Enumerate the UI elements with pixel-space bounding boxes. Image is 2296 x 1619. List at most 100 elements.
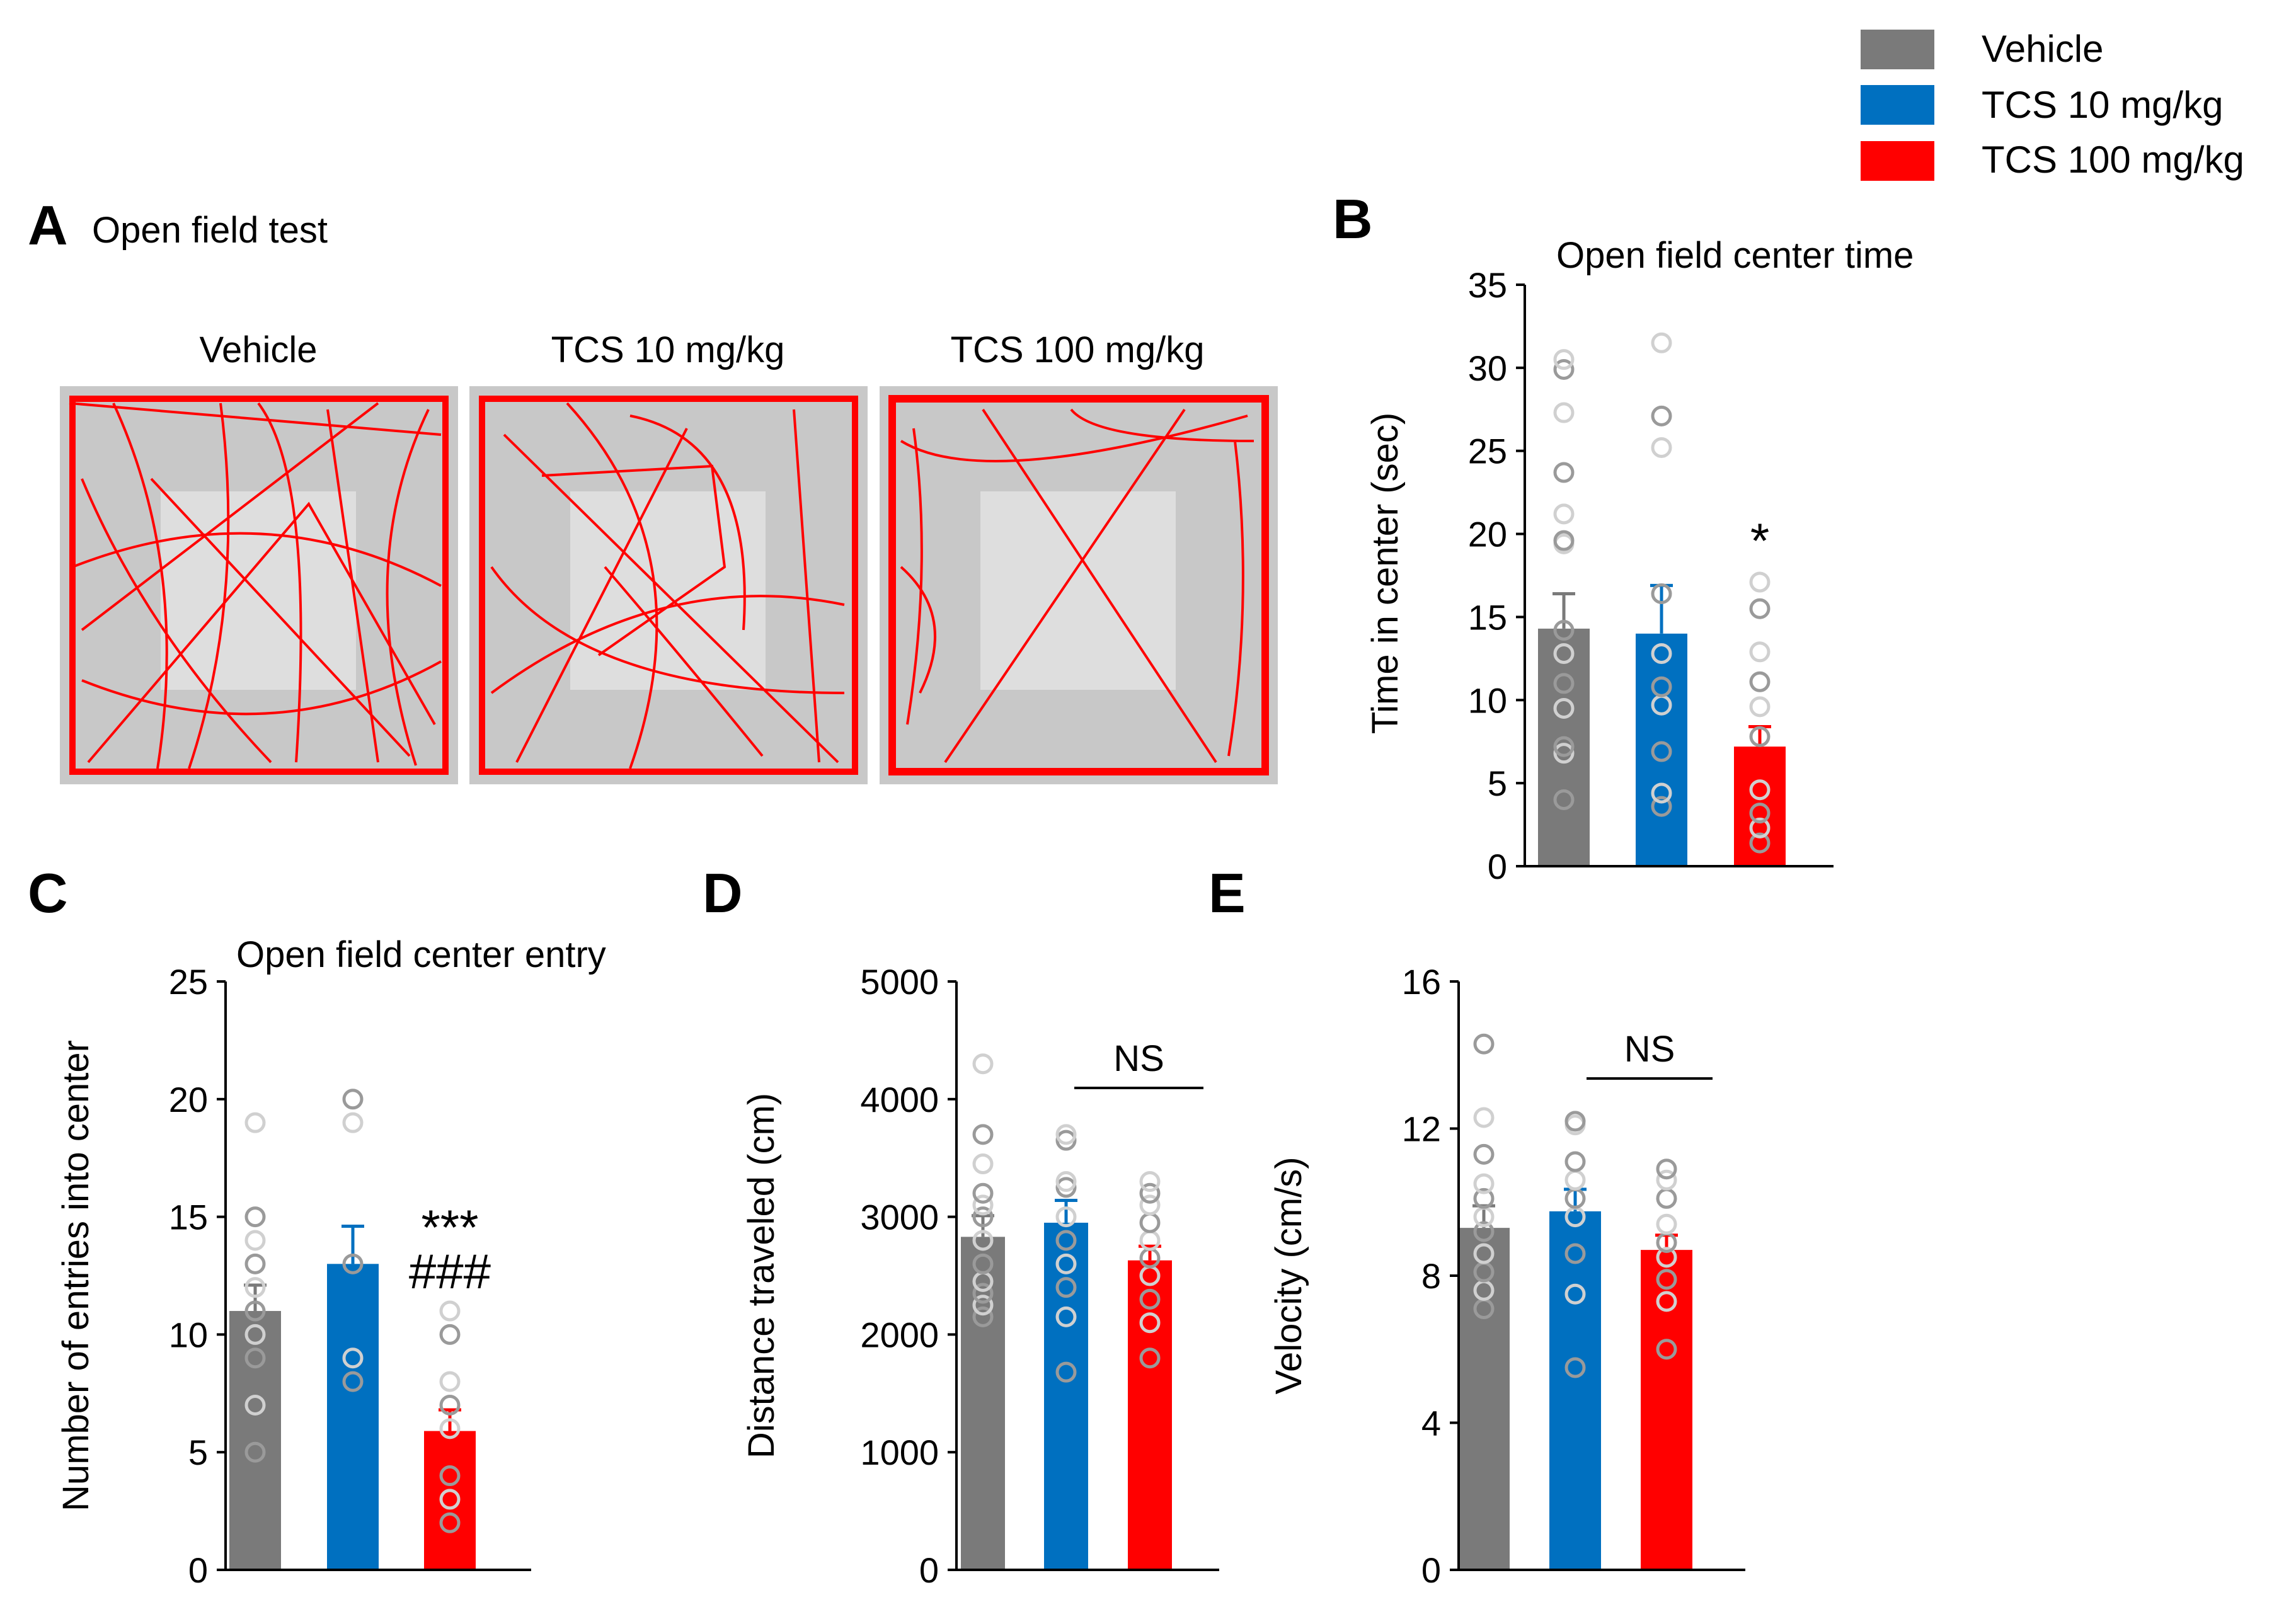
data-point bbox=[1139, 1171, 1161, 1193]
data-point bbox=[1055, 1206, 1077, 1228]
panel-letter-c: C bbox=[28, 862, 68, 924]
data-point bbox=[1553, 402, 1575, 423]
data-point bbox=[244, 1230, 266, 1251]
data-point bbox=[1749, 832, 1771, 854]
data-point bbox=[342, 1347, 364, 1369]
legend-label-vehicle: Vehicle bbox=[1982, 28, 2103, 70]
significance-label: * bbox=[1750, 513, 1769, 568]
data-point bbox=[1651, 405, 1672, 426]
y-tick-label: 10 bbox=[1468, 680, 1507, 720]
data-point bbox=[1055, 1306, 1077, 1327]
data-point bbox=[1651, 643, 1672, 664]
data-point bbox=[1749, 779, 1771, 801]
data-point bbox=[1651, 782, 1672, 804]
data-point bbox=[1656, 1169, 1677, 1191]
data-point bbox=[1749, 641, 1771, 663]
y-tick-label: 25 bbox=[1468, 432, 1507, 471]
data-point bbox=[1473, 1221, 1495, 1242]
data-point bbox=[1055, 1230, 1077, 1251]
data-point bbox=[1553, 358, 1575, 380]
data-point bbox=[1651, 583, 1672, 605]
data-point bbox=[1055, 1130, 1077, 1151]
data-point bbox=[1564, 1151, 1586, 1172]
y-tick-label: 25 bbox=[169, 962, 208, 1002]
data-point bbox=[1553, 789, 1575, 811]
arena-border-track bbox=[888, 395, 1269, 775]
data-point bbox=[1651, 437, 1672, 458]
legend: Vehicle TCS 10 mg/kg TCS 100 mg/kg bbox=[1861, 28, 2244, 181]
bar-tcs10 bbox=[327, 1264, 379, 1570]
y-tick-label: 4 bbox=[1421, 1404, 1441, 1443]
chart-title: Open field center entry bbox=[236, 934, 606, 975]
data-point bbox=[439, 1489, 461, 1510]
data-point bbox=[1656, 1213, 1677, 1235]
data-point bbox=[1553, 462, 1575, 483]
arena-label-vehicle: Vehicle bbox=[199, 329, 317, 370]
data-point bbox=[342, 1253, 364, 1274]
data-point bbox=[972, 1295, 994, 1316]
data-point bbox=[1651, 796, 1672, 817]
data-point bbox=[1553, 736, 1575, 757]
data-point bbox=[1473, 1033, 1495, 1055]
data-point bbox=[972, 1153, 994, 1175]
data-point bbox=[1656, 1247, 1677, 1268]
data-point bbox=[1564, 1169, 1586, 1191]
data-point bbox=[1656, 1339, 1677, 1360]
legend-label-tcs100: TCS 100 mg/kg bbox=[1982, 139, 2244, 181]
data-point bbox=[1055, 1361, 1077, 1383]
y-tick-label: 16 bbox=[1402, 962, 1441, 1002]
data-point bbox=[1553, 643, 1575, 664]
bar-tcs100 bbox=[1641, 1250, 1692, 1570]
data-point bbox=[1473, 1107, 1495, 1128]
bar-tcs10 bbox=[1636, 633, 1687, 866]
y-tick-label: 5000 bbox=[860, 962, 939, 1002]
data-point bbox=[1564, 1283, 1586, 1305]
panel-e: E Velocity (cm/s) 0 4 8 12 16 NS bbox=[1208, 862, 1745, 1590]
data-point bbox=[1553, 503, 1575, 525]
data-point bbox=[1553, 530, 1575, 551]
panel-letter-b: B bbox=[1333, 188, 1373, 250]
legend-swatch-tcs10 bbox=[1861, 85, 1934, 125]
significance-label: ### bbox=[409, 1244, 491, 1299]
arena-center-zone bbox=[980, 491, 1176, 690]
data-point bbox=[1749, 726, 1771, 747]
data-point bbox=[1749, 817, 1771, 838]
y-tick-label: 5 bbox=[188, 1433, 208, 1472]
y-tick-label: 15 bbox=[1468, 597, 1507, 637]
panel-a: A Open field test Vehicle TCS 10 mg/kg T… bbox=[28, 194, 1278, 784]
data-point bbox=[244, 1394, 266, 1416]
bar-tcs100 bbox=[424, 1431, 476, 1570]
y-tick-label: 20 bbox=[169, 1080, 208, 1119]
y-tick-label: 4000 bbox=[860, 1080, 939, 1119]
legend-swatch-vehicle bbox=[1861, 30, 1934, 69]
y-tick-label: 20 bbox=[1468, 515, 1507, 554]
data-point bbox=[972, 1283, 994, 1304]
data-point bbox=[1749, 671, 1771, 692]
data-point bbox=[1749, 571, 1771, 593]
data-point bbox=[1651, 332, 1672, 353]
bar-tcs100 bbox=[1734, 747, 1786, 866]
movement-track bbox=[490, 402, 845, 769]
data-point bbox=[972, 1253, 994, 1274]
movement-track bbox=[900, 408, 1254, 764]
data-point bbox=[972, 1306, 994, 1327]
bar-vehicle bbox=[1538, 628, 1590, 866]
y-tick-label: 5 bbox=[1488, 764, 1507, 803]
arena-vehicle bbox=[60, 386, 458, 784]
data-point bbox=[244, 1206, 266, 1228]
data-point bbox=[1656, 1158, 1677, 1180]
data-point bbox=[1055, 1253, 1077, 1274]
arena-label-tcs10: TCS 10 mg/kg bbox=[551, 329, 785, 370]
data-point bbox=[1055, 1124, 1077, 1145]
panel-letter-e: E bbox=[1208, 862, 1246, 924]
data-point bbox=[1553, 673, 1575, 694]
data-point bbox=[1749, 803, 1771, 824]
data-point bbox=[342, 1112, 364, 1133]
data-point bbox=[1473, 1243, 1495, 1264]
data-point bbox=[1139, 1182, 1161, 1204]
data-point bbox=[439, 1465, 461, 1487]
data-point bbox=[1139, 1194, 1161, 1216]
data-point bbox=[1564, 1243, 1586, 1264]
data-point bbox=[1055, 1277, 1077, 1298]
